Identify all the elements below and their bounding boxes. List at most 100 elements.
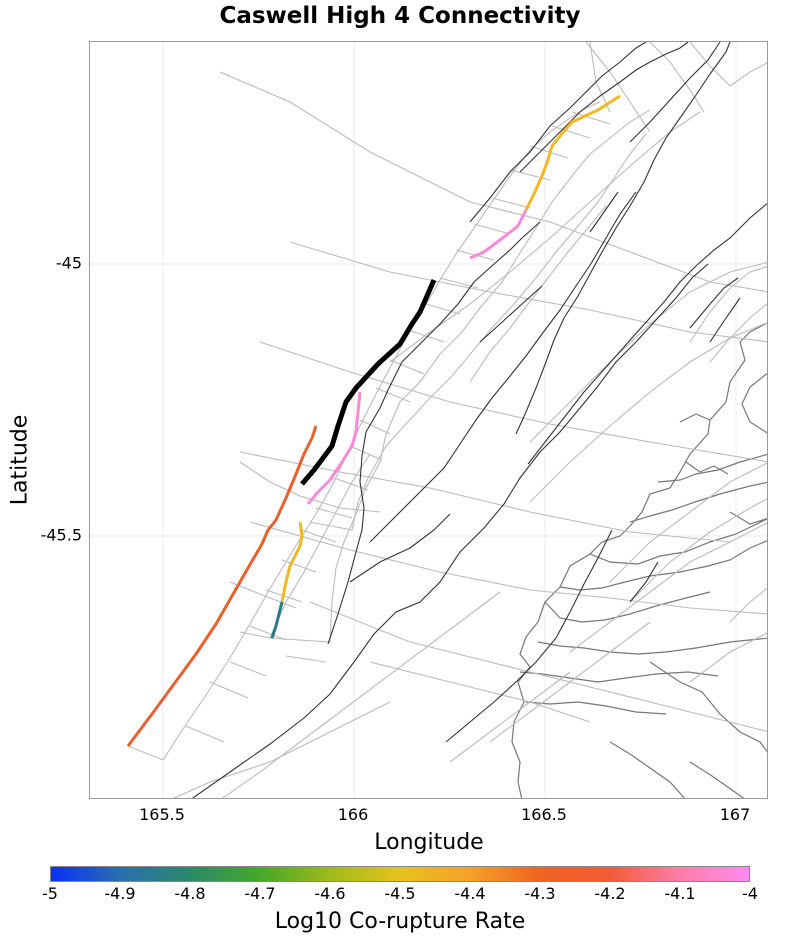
- colorbar-tick-9: -4.1: [664, 884, 696, 903]
- colorbar-tick-3: -4.7: [244, 884, 276, 903]
- outline-49: [689, 632, 767, 683]
- outline-40: [389, 111, 701, 363]
- section-pink-south: [306, 391, 362, 505]
- y-tick-45.5: -45.5: [40, 525, 82, 545]
- outline-8: [229, 661, 267, 677]
- coastline-loch-5: [689, 761, 745, 798]
- colorbar-tick-5: -4.5: [384, 884, 416, 903]
- trace-8: [519, 42, 689, 173]
- coastline-inlet-4: [559, 540, 767, 591]
- section-teal: [270, 601, 284, 639]
- outline-55: [229, 581, 297, 609]
- outline-44: [629, 498, 767, 603]
- outline-47: [449, 671, 571, 763]
- outline-12: [301, 529, 337, 543]
- outline-4: [285, 655, 327, 663]
- outline-19: [407, 329, 445, 343]
- y-tick-45: -45: [55, 253, 82, 273]
- outline-9: [249, 625, 287, 641]
- outline-53: [709, 302, 767, 363]
- trace-11: [689, 277, 739, 329]
- coastline-inlet-8: [525, 701, 667, 715]
- outline-2: [269, 109, 651, 643]
- fault-outlines: [127, 42, 767, 798]
- outline-18: [389, 359, 425, 375]
- section-yellow-north: [524, 94, 621, 211]
- colorbar-tick-4: -4.6: [314, 884, 346, 903]
- coastline-inlet-2: [629, 481, 767, 523]
- outline-34: [289, 241, 767, 343]
- outline-56: [239, 461, 381, 513]
- section-pink-north: [469, 209, 528, 260]
- outline-42: [529, 322, 767, 503]
- outline-30: [649, 42, 705, 113]
- trace-7: [469, 42, 647, 223]
- outline-41: [529, 261, 767, 443]
- map-panel: [89, 41, 768, 799]
- fault-traces: [191, 42, 767, 798]
- x-axis-title: Longitude: [374, 830, 484, 855]
- colorbar-tick-7: -4.3: [524, 884, 556, 903]
- coastline-loch-3: [649, 661, 767, 753]
- colorbar-tick-0: -5: [42, 884, 58, 903]
- outline-24: [491, 197, 531, 209]
- coastline-inlet-3: [589, 518, 767, 565]
- colorbar-tick-6: -4.4: [454, 884, 486, 903]
- outline-31: [689, 42, 767, 87]
- outline-25: [509, 169, 551, 181]
- trace-5: [445, 529, 613, 743]
- trace-15: [709, 297, 741, 343]
- outline-7: [185, 725, 225, 743]
- x-tick-166.5: 166.5: [521, 805, 567, 824]
- outline-13: [315, 507, 353, 519]
- x-tick-165.5: 165.5: [139, 805, 185, 824]
- outline-46: [489, 621, 651, 743]
- colorbar-tick-1: -4.9: [104, 884, 136, 903]
- outline-43: [609, 462, 767, 583]
- outline-23: [473, 223, 511, 235]
- map-svg: [90, 42, 767, 798]
- outline-21: [439, 277, 479, 289]
- outline-35: [259, 341, 767, 463]
- trace-3: [369, 191, 637, 543]
- coastline-inlet-1: [657, 453, 767, 483]
- section-orange-red: [126, 425, 318, 747]
- outline-6: [209, 681, 249, 699]
- coastline-main: [511, 322, 767, 798]
- coastline-loch-1: [741, 372, 767, 434]
- outline-20: [425, 303, 461, 315]
- coastline-loch-4: [609, 741, 686, 798]
- outline-17: [375, 387, 411, 403]
- trace-2: [327, 221, 541, 645]
- outline-14: [333, 477, 369, 491]
- outline-11: [281, 559, 317, 573]
- colorbar-tick-2: -4.8: [174, 884, 206, 903]
- x-tick-167: 167: [719, 805, 751, 824]
- gridlines: [90, 42, 767, 798]
- outline-38: [309, 601, 767, 733]
- outline-32: [469, 205, 607, 383]
- trace-4: [515, 42, 731, 435]
- colorbar-title: Log10 Co-rupture Rate: [274, 909, 526, 934]
- outline-15: [349, 445, 383, 461]
- outline-52: [689, 266, 767, 343]
- outline-29: [585, 42, 651, 133]
- outline-27: [551, 125, 591, 139]
- trace-14: [629, 561, 659, 603]
- outline-16: [359, 419, 391, 435]
- chart-title: Caswell High 4 Connectivity: [219, 3, 581, 29]
- coastline-inlet-7: [519, 671, 719, 683]
- trace-6: [527, 202, 767, 465]
- x-tick-166: 166: [337, 805, 369, 824]
- trace-12: [589, 191, 619, 233]
- outline-33: [219, 71, 767, 293]
- section-yellow-south: [280, 521, 304, 603]
- outline-36: [239, 451, 731, 543]
- outline-48: [729, 587, 767, 623]
- outline-51: [221, 591, 501, 798]
- outline-45: [569, 522, 767, 653]
- coastline-inlet-6: [537, 637, 767, 655]
- y-axis-title: Latitude: [7, 414, 33, 506]
- colorbar: [50, 866, 750, 882]
- outline-50: [173, 701, 391, 798]
